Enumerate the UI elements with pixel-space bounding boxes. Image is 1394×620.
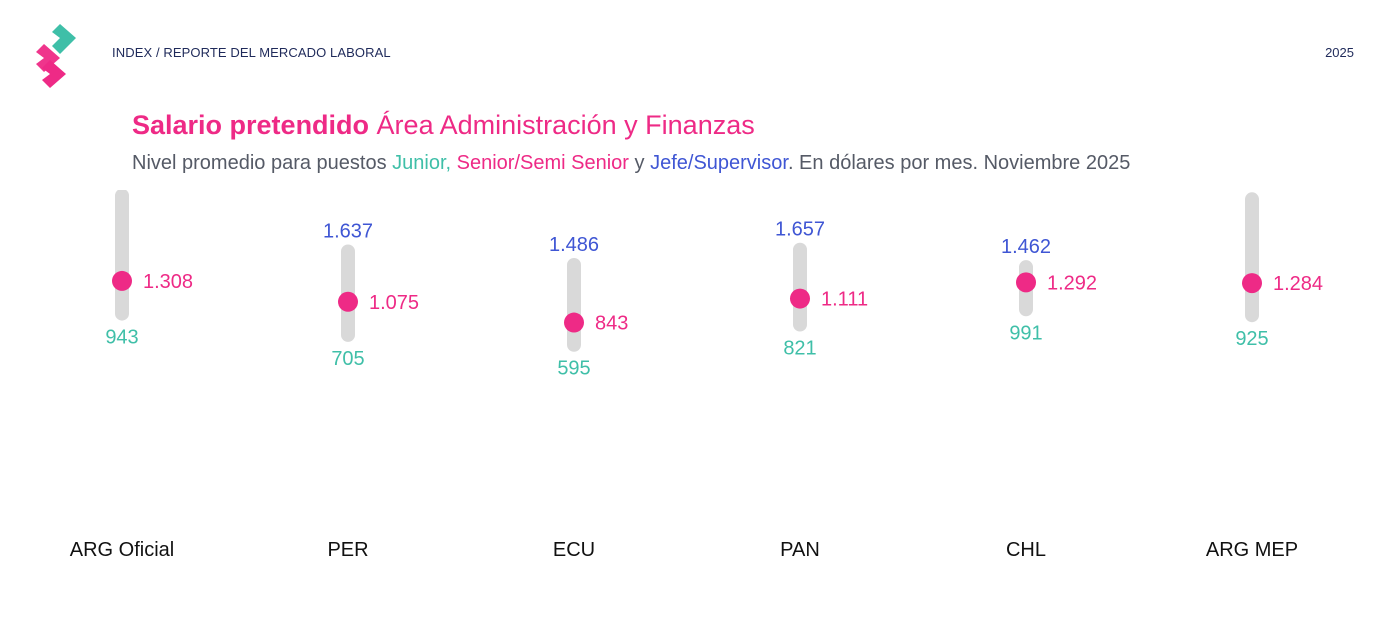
chart-subtitle: Nivel promedio para puestos Junior, Seni… [132,152,1130,175]
chart-title: Salario pretendido Área Administración y… [132,110,755,141]
senior-dot [338,291,358,312]
legend-junior: Junior, [392,152,452,174]
brand-logo [30,20,80,95]
junior-value-label: 925 [1235,328,1268,350]
senior-dot [790,288,810,309]
report-year: 2025 [1325,45,1354,60]
jefe-value-label: 1.462 [1001,236,1051,258]
junior-value-label: 943 [105,327,138,349]
subtitle-intro: Nivel promedio para puestos [132,152,393,174]
breadcrumb: INDEX / REPORTE DEL MERCADO LABORAL [112,45,391,60]
subtitle-y: y [628,152,651,174]
senior-dot [1242,273,1262,294]
title-bold: Salario pretendido [132,110,370,140]
senior-value-label: 843 [595,313,628,335]
legend-senior: Senior/Semi Senior [456,152,629,174]
subtitle-tail: . En dólares por mes. Noviembre 2025 [787,152,1131,174]
category-label: ARG Oficial [70,539,174,561]
senior-dot [1016,272,1036,293]
category-label: PER [327,539,368,561]
jefe-value-label: 1.637 [323,220,373,242]
senior-value-label: 1.075 [369,292,419,314]
senior-value-label: 1.308 [143,271,193,293]
category-label: ECU [553,539,595,561]
category-label: CHL [1006,539,1046,561]
category-label: PAN [780,539,820,561]
jefe-value-label: 1.486 [549,234,599,256]
junior-value-label: 705 [331,348,364,370]
senior-dot [112,270,132,291]
senior-value-label: 1.292 [1047,272,1097,294]
senior-dot [564,312,584,333]
title-rest: Área Administración y Finanzas [369,110,755,140]
category-label: ARG MEP [1206,539,1298,561]
junior-value-label: 991 [1009,322,1042,344]
jefe-value-label: 1.657 [775,219,825,241]
senior-value-label: 1.284 [1273,273,1323,295]
junior-value-label: 821 [783,338,816,360]
legend-jefe: Jefe/Supervisor [650,152,788,174]
senior-value-label: 1.111 [821,289,868,311]
junior-value-label: 595 [557,358,590,380]
